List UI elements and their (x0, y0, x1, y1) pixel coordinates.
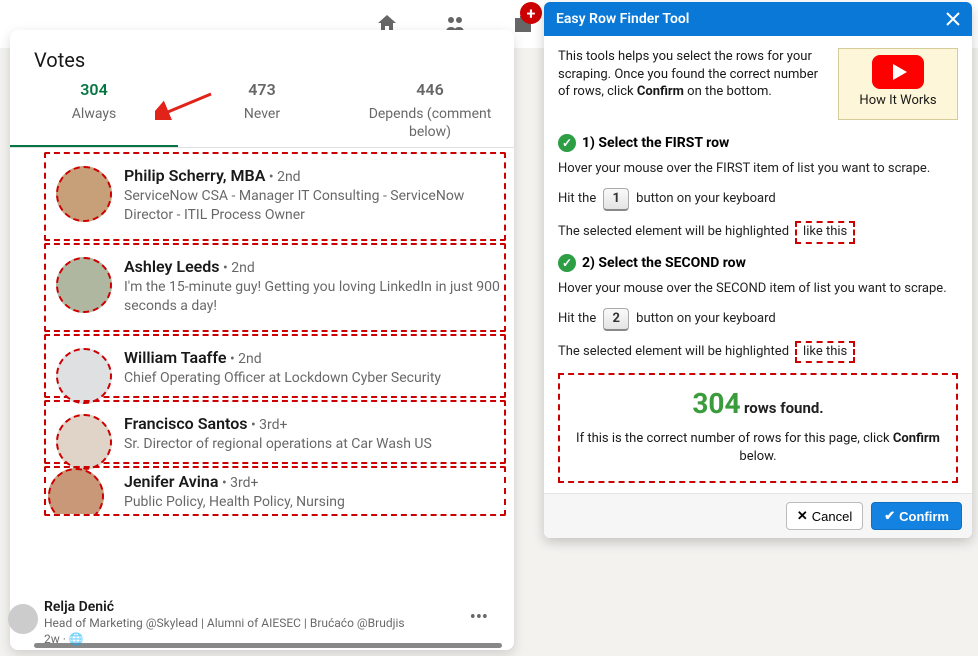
tab-depends[interactable]: 446 Depends (comment below) (346, 80, 514, 147)
step2-title: ✓ 2) Select the SECOND row (558, 254, 958, 272)
votes-modal: Votes 304 Always 473 Never 446 Depends (… (10, 30, 514, 650)
extension-plus-icon[interactable]: + (520, 2, 542, 24)
step2-highlight: The selected element will be highlighted… (558, 341, 958, 363)
voter-name[interactable]: Francisco Santos (124, 414, 247, 433)
how-it-works-video[interactable]: How It Works (838, 48, 958, 120)
voter-headline: Public Policy, Health Policy, Nursing (124, 493, 504, 512)
post-menu-icon[interactable]: ••• (470, 606, 488, 629)
rows-found-label: rows found. (744, 399, 824, 417)
tab-count: 473 (178, 80, 346, 99)
step1-highlight: The selected element will be highlighted… (558, 221, 958, 243)
list-item[interactable]: Jenifer Avina • 3rd+ Public Policy, Heal… (44, 466, 506, 516)
tab-label: Depends (comment below) (346, 105, 514, 141)
voter-name[interactable]: Ashley Leeds (124, 257, 220, 276)
list-item[interactable]: Francisco Santos • 3rd+ Sr. Director of … (44, 400, 506, 464)
voter-headline: I'm the 15-minute guy! Getting you lovin… (124, 278, 504, 316)
tab-label: Always (10, 105, 178, 123)
connection-degree: • 3rd+ (222, 475, 259, 491)
tab-always[interactable]: 304 Always (10, 80, 178, 147)
result-box: 304 rows found. If this is the correct n… (558, 373, 958, 483)
vote-tabs: 304 Always 473 Never 446 Depends (commen… (10, 80, 514, 148)
how-it-works-label: How It Works (839, 93, 957, 108)
voter-name[interactable]: Philip Scherry, MBA (124, 166, 265, 185)
avatar[interactable] (56, 257, 112, 313)
votes-title: Votes (10, 30, 514, 80)
cancel-x-icon: ✕ (797, 508, 808, 524)
step2-hit-key: Hit the 2 button on your keyboard (558, 308, 958, 331)
post-author[interactable]: Relja Denić (44, 598, 508, 616)
cancel-button[interactable]: ✕ Cancel (786, 502, 863, 530)
voter-headline: ServiceNow CSA - Manager IT Consulting -… (124, 187, 504, 225)
avatar[interactable] (56, 414, 112, 470)
list-item[interactable]: William Taaffe • 2nd Chief Operating Off… (44, 334, 506, 398)
finder-intro: This tools helps you select the rows for… (558, 48, 828, 120)
like-this-example: like this (795, 221, 855, 243)
connection-degree: • 3rd+ (251, 417, 288, 433)
voter-name[interactable]: William Taaffe (124, 348, 226, 367)
key-1-badge: 1 (603, 188, 628, 211)
tab-never[interactable]: 473 Never (178, 80, 346, 147)
connection-degree: • 2nd (269, 169, 301, 185)
result-subtext: If this is the correct number of rows fo… (576, 430, 940, 465)
post-author-headline: Head of Marketing @Skylead | Alumni of A… (44, 616, 508, 632)
step1-hit-key: Hit the 1 button on your keyboard (558, 188, 958, 211)
voter-name[interactable]: Jenifer Avina (124, 472, 218, 491)
voter-headline: Chief Operating Officer at Lockdown Cybe… (124, 369, 504, 388)
tab-count: 304 (10, 80, 178, 99)
voter-headline: Sr. Director of regional operations at C… (124, 435, 504, 454)
post-header: Relja Denić Head of Marketing @Skylead |… (8, 598, 508, 654)
like-this-example: like this (795, 341, 855, 363)
avatar[interactable] (56, 348, 112, 404)
tab-label: Never (178, 105, 346, 123)
confirm-check-icon: ✔ (884, 508, 895, 524)
step1-title: ✓ 1) Select the FIRST row (558, 134, 958, 152)
post-age: 2w · 🌐 (44, 632, 508, 648)
youtube-play-icon (872, 55, 924, 89)
voter-list: Philip Scherry, MBA • 2nd ServiceNow CSA… (10, 148, 514, 521)
connection-degree: • 2nd (223, 260, 255, 276)
finder-footer: ✕ Cancel ✔ Confirm (544, 493, 972, 538)
check-icon: ✓ (558, 134, 576, 152)
key-2-badge: 2 (603, 308, 628, 331)
step2-hover-text: Hover your mouse over the SECOND item of… (558, 280, 958, 298)
list-item[interactable]: Ashley Leeds • 2nd I'm the 15-minute guy… (44, 243, 506, 332)
row-finder-panel: Easy Row Finder Tool This tools helps yo… (544, 2, 972, 538)
row-finder-title: Easy Row Finder Tool (556, 11, 689, 27)
check-icon: ✓ (558, 254, 576, 272)
connection-degree: • 2nd (230, 351, 262, 367)
step1-hover-text: Hover your mouse over the FIRST item of … (558, 160, 958, 178)
close-icon[interactable] (944, 10, 962, 28)
rows-found-count: 304 (692, 387, 740, 420)
list-item[interactable]: Philip Scherry, MBA • 2nd ServiceNow CSA… (44, 152, 506, 241)
tab-count: 446 (346, 80, 514, 99)
row-finder-header: Easy Row Finder Tool (544, 2, 972, 36)
avatar[interactable] (8, 604, 38, 634)
avatar[interactable] (56, 166, 112, 222)
confirm-button[interactable]: ✔ Confirm (871, 502, 962, 530)
